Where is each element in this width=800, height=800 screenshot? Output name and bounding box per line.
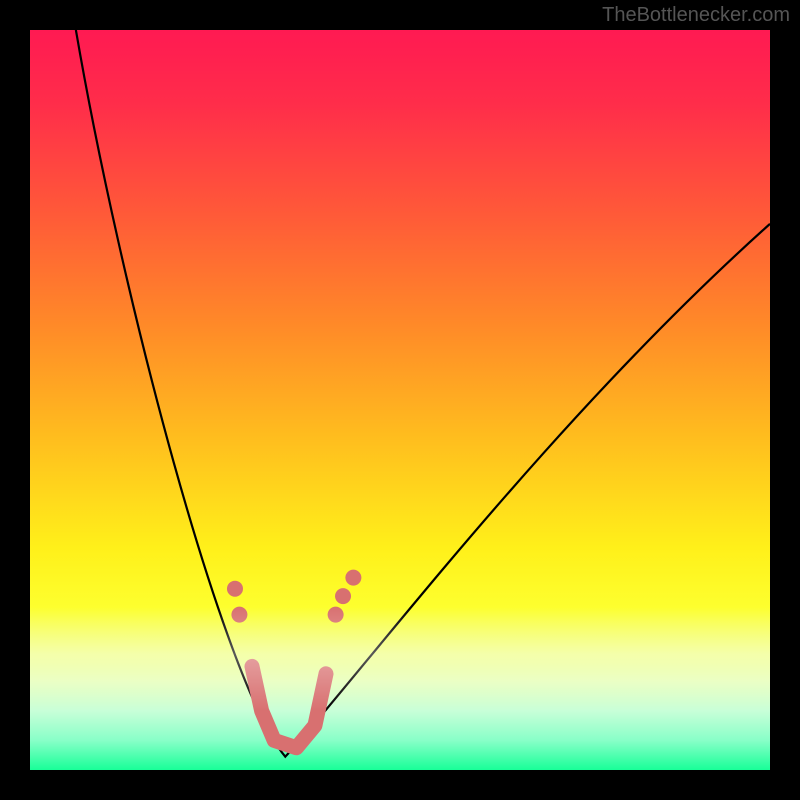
marker-dot [345,570,361,586]
bottleneck-curve [76,30,770,757]
plot-area [30,30,770,770]
marker-bottom-path [252,666,326,747]
marker-dot [335,588,351,604]
marker-group [227,570,361,623]
watermark-text: TheBottlenecker.com [602,4,790,27]
chart-overlay [30,30,770,770]
marker-dot [231,607,247,623]
marker-dot [328,607,344,623]
marker-dot [227,581,243,597]
